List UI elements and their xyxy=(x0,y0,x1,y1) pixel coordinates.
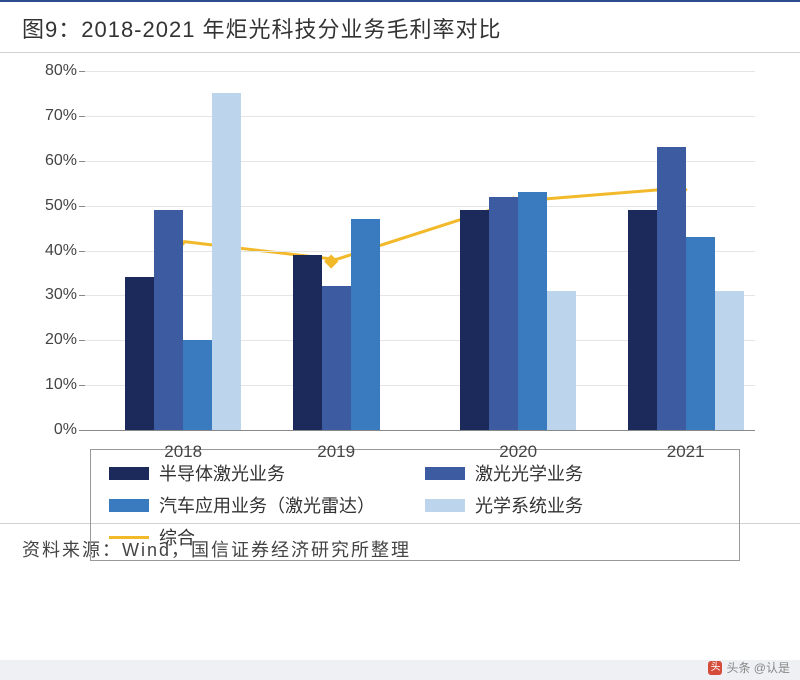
legend-label: 光学系统业务 xyxy=(475,492,583,518)
x-tick-label: 2021 xyxy=(667,430,705,462)
y-tick xyxy=(79,430,85,431)
y-tick xyxy=(79,251,85,252)
watermark-text: 头条 @认是 xyxy=(726,659,790,676)
legend-label: 汽车应用业务（激光雷达） xyxy=(159,492,375,518)
legend-item: 汽车应用业务（激光雷达） xyxy=(109,492,405,518)
chart-area: 0%10%20%30%40%50%60%70%80%20182019202020… xyxy=(0,53,800,523)
bar xyxy=(212,93,241,430)
bar xyxy=(183,340,212,430)
legend-item: 综合 xyxy=(109,524,405,550)
chart-title: 图9：2018-2021 年炬光科技分业务毛利率对比 xyxy=(22,12,778,44)
bar xyxy=(489,197,518,430)
bar xyxy=(518,192,547,430)
bar xyxy=(628,210,657,430)
y-tick xyxy=(79,295,85,296)
legend-swatch xyxy=(425,499,465,512)
legend-swatch-line xyxy=(109,536,149,539)
legend-item: 激光光学业务 xyxy=(425,460,721,486)
y-tick xyxy=(79,385,85,386)
bar-group: 2020 xyxy=(460,71,576,430)
y-tick xyxy=(79,206,85,207)
x-tick-label: 2018 xyxy=(164,430,202,462)
trend-line xyxy=(183,188,686,260)
bar xyxy=(460,210,489,430)
bar xyxy=(715,291,744,430)
y-tick xyxy=(79,340,85,341)
bar xyxy=(322,286,351,430)
y-tick xyxy=(79,161,85,162)
bar xyxy=(686,237,715,430)
legend: 半导体激光业务 激光光学业务汽车应用业务（激光雷达） 光学系统业务综合 xyxy=(90,449,740,561)
bar-group: 2018 xyxy=(125,71,241,430)
y-tick xyxy=(79,116,85,117)
legend-swatch xyxy=(109,467,149,480)
plot-region: 0%10%20%30%40%50%60%70%80%20182019202020… xyxy=(85,71,755,431)
chart-title-bar: 图9：2018-2021 年炬光科技分业务毛利率对比 xyxy=(0,0,800,53)
legend-item: 光学系统业务 xyxy=(425,492,721,518)
legend-label: 激光光学业务 xyxy=(475,460,583,486)
bar xyxy=(657,147,686,430)
bar xyxy=(293,255,322,430)
legend-item: 半导体激光业务 xyxy=(109,460,405,486)
legend-swatch xyxy=(109,499,149,512)
y-tick xyxy=(79,71,85,72)
watermark-icon: 头 xyxy=(708,661,722,675)
watermark: 头 头条 @认是 xyxy=(708,659,790,676)
bar-group: 2019 xyxy=(293,71,380,430)
bar-group: 2021 xyxy=(628,71,744,430)
x-tick-label: 2020 xyxy=(499,430,537,462)
bar xyxy=(154,210,183,430)
legend-label: 综合 xyxy=(159,524,195,550)
bar xyxy=(547,291,576,430)
x-tick-label: 2019 xyxy=(317,430,355,462)
legend-swatch xyxy=(425,467,465,480)
bar xyxy=(351,219,380,430)
legend-label: 半导体激光业务 xyxy=(159,460,285,486)
bar xyxy=(125,277,154,430)
